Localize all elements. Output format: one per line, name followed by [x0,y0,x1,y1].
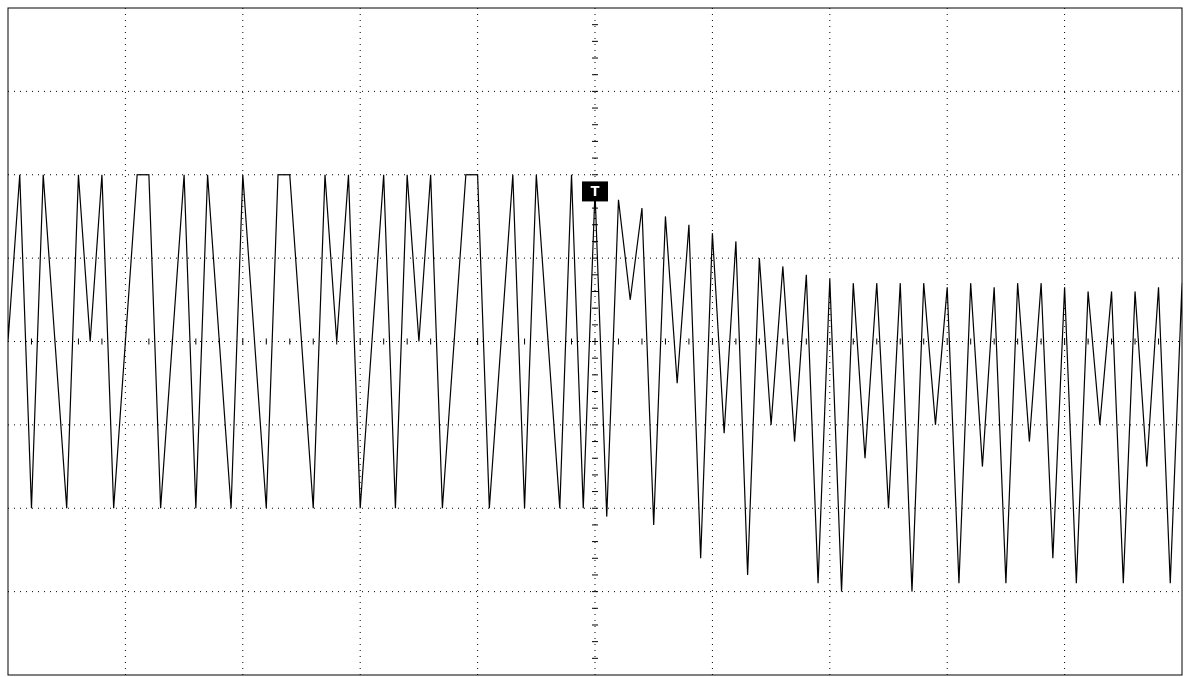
trigger-marker: T [582,181,608,202]
trace [7,174,1183,592]
trigger-label: T [591,185,600,200]
trigger-box [582,181,608,202]
